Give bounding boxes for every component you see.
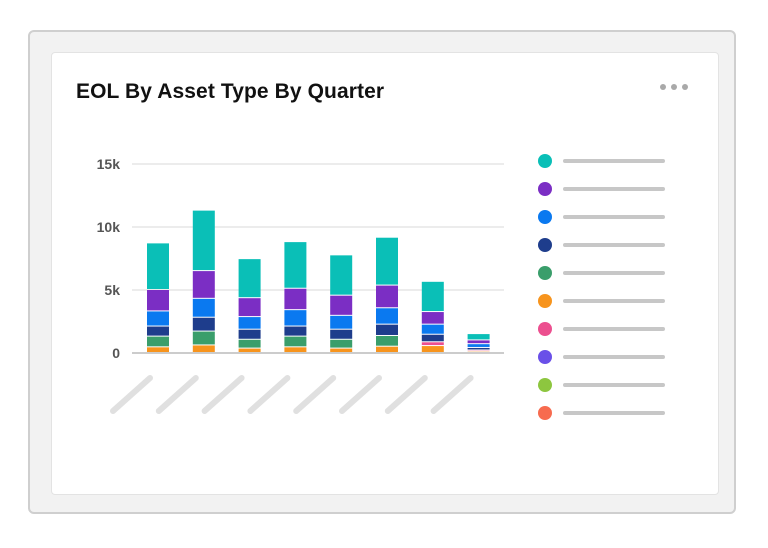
bar-segment [421, 281, 444, 312]
y-tick-label: 0 [112, 345, 120, 361]
bar-segment [376, 237, 398, 285]
chart-title: EOL By Asset Type By Quarter [76, 80, 385, 103]
bar-segment [238, 348, 261, 352]
y-axis-ticks: 0 5k 10k 15k [97, 156, 121, 361]
gridlines [132, 163, 504, 354]
bar-segment [376, 285, 398, 308]
bar-segment [147, 243, 169, 289]
bar-segment [330, 295, 353, 315]
bar-segment [467, 334, 490, 340]
bar-segment [330, 329, 353, 339]
bar-segment [238, 329, 261, 339]
legend-swatch [538, 210, 552, 224]
legend-swatch [538, 378, 552, 392]
legend-swatch [538, 294, 552, 308]
legend-swatch [538, 406, 552, 420]
bar-segment [376, 308, 398, 324]
x-tick-label-placeholder [201, 375, 245, 414]
bar-segment [192, 345, 215, 352]
legend-swatch [538, 182, 552, 196]
bars [147, 210, 490, 352]
x-tick-label-placeholder [110, 375, 153, 414]
more-options-icon[interactable] [660, 82, 694, 92]
bar-segment [330, 348, 353, 352]
bar-segment [192, 271, 215, 298]
legend-swatch [538, 266, 552, 280]
bar-segment [192, 331, 215, 345]
bar-segment [284, 288, 307, 310]
bar-segment [284, 347, 307, 352]
x-tick-label-placeholder [339, 375, 382, 414]
bar-segment [284, 326, 307, 336]
bar-segment [284, 242, 307, 288]
bar-segment [421, 346, 444, 352]
bar-segment [284, 310, 307, 326]
more-dot [660, 84, 666, 90]
legend-swatch [538, 350, 552, 364]
bar-segment [147, 290, 169, 311]
more-dot [682, 84, 688, 90]
bar-segment [467, 344, 490, 347]
bar-segment [147, 347, 169, 352]
bar-segment [147, 336, 169, 347]
bar-segment [238, 298, 261, 317]
legend-swatch [538, 238, 552, 252]
bar-segment [376, 346, 398, 352]
x-tick-label-placeholder [293, 375, 337, 414]
bar-segment [376, 335, 398, 346]
x-tick-label-placeholder [155, 375, 199, 414]
bar-segment [330, 255, 353, 295]
bar-segment [421, 324, 444, 334]
bar-segment [238, 339, 261, 348]
bar-segment [467, 347, 490, 350]
more-dot [671, 84, 677, 90]
x-tick-label-placeholder [430, 375, 474, 414]
legend-swatch [538, 322, 552, 336]
x-axis-label-placeholders [110, 375, 474, 414]
bar-segment [330, 339, 353, 348]
bar-segment [192, 210, 215, 271]
bar-segment [192, 298, 215, 317]
bar-segment [284, 336, 307, 347]
bar-segment [192, 317, 215, 331]
bar-segment [147, 326, 169, 336]
bar-segment [376, 324, 398, 335]
bar-segment [147, 311, 169, 326]
bar-segment [421, 312, 444, 324]
bar-segment [238, 317, 261, 329]
legend-swatch [538, 154, 552, 168]
y-tick-label: 5k [104, 282, 120, 298]
bar-segment [467, 340, 490, 344]
bar-segment [330, 315, 353, 329]
y-tick-label: 15k [97, 156, 121, 172]
bar-segment [238, 259, 261, 298]
legend [538, 154, 665, 420]
x-tick-label-placeholder [247, 375, 291, 414]
bar-segment [421, 342, 444, 346]
bar-segment [421, 334, 444, 342]
y-tick-label: 10k [97, 219, 121, 235]
x-tick-label-placeholder [384, 375, 428, 414]
